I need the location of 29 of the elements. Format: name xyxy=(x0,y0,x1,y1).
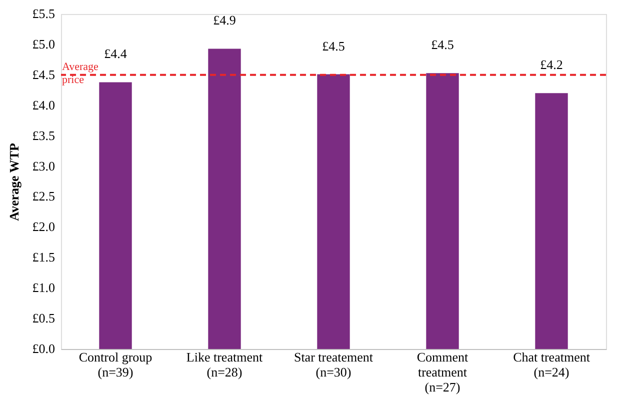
y-tick-label: £0.0 xyxy=(32,341,55,356)
y-tick-label: £3.0 xyxy=(32,158,55,174)
bar xyxy=(317,74,350,349)
y-tick-label: £2.5 xyxy=(32,188,55,204)
x-tick-label: Star treatement (n=30) xyxy=(294,350,374,380)
bar xyxy=(426,73,459,349)
data-label: £4.5 xyxy=(322,38,345,54)
x-tick-label: Control group (n=39) xyxy=(78,350,152,380)
ref-line-label: Average price xyxy=(62,60,99,86)
y-tick-label: £3.5 xyxy=(32,128,55,143)
bar xyxy=(535,93,568,349)
bar xyxy=(99,82,132,349)
y-axis-title: Average WTP xyxy=(6,143,22,221)
y-tick-label: £4.0 xyxy=(32,97,55,112)
data-label: £4.5 xyxy=(431,37,454,52)
y-tick-label: £1.5 xyxy=(32,250,55,265)
y-tick-label: £2.0 xyxy=(32,219,55,234)
data-label: £4.2 xyxy=(540,57,563,72)
x-tick-label: Like treatment (n=28) xyxy=(186,350,263,380)
y-tick-label: £5.0 xyxy=(32,36,55,52)
y-tick-label: £0.5 xyxy=(32,310,55,326)
y-tick-label: £4.5 xyxy=(32,66,55,82)
data-label: £4.4 xyxy=(104,46,128,62)
data-label: £4.9 xyxy=(213,12,236,28)
y-tick-label: £5.5 xyxy=(32,6,55,21)
y-tick-label: £1.0 xyxy=(32,280,55,296)
x-tick-label: Comment treatment (n=27) xyxy=(416,350,469,394)
bar xyxy=(208,48,241,349)
x-tick-label: Chat treatment (n=24) xyxy=(513,350,590,380)
